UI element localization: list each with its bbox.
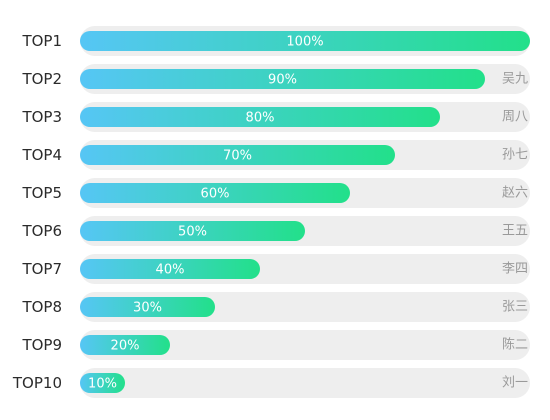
bar-track <box>80 368 530 398</box>
data-bar <box>80 145 395 165</box>
person-name: 周八 <box>502 110 528 125</box>
data-bar <box>80 259 260 279</box>
rank-label: TOP10 <box>12 374 62 392</box>
rank-label: TOP5 <box>21 184 62 202</box>
person-name: 陈二 <box>502 337 528 353</box>
rank-label: TOP1 <box>21 32 62 50</box>
data-bar <box>80 183 350 203</box>
data-bar <box>80 221 305 241</box>
value-label: 10% <box>88 377 117 392</box>
person-name: 刘一 <box>502 376 528 391</box>
data-bar <box>80 335 170 355</box>
value-label: 70% <box>223 149 252 164</box>
data-bar <box>80 373 125 393</box>
rank-label: TOP9 <box>21 336 62 354</box>
bars <box>80 31 530 393</box>
rank-label: TOP3 <box>21 108 62 126</box>
person-name: 张三 <box>502 300 528 315</box>
data-bar <box>80 107 440 127</box>
rank-label: TOP8 <box>21 298 62 316</box>
value-label: 90% <box>268 73 297 88</box>
value-labels: 100% 90% 80% 70% 60% 50% 40% 30% 20% 10% <box>88 35 324 392</box>
rank-label: TOP7 <box>21 260 62 278</box>
rank-label: TOP6 <box>21 222 62 240</box>
value-label: 60% <box>201 187 230 202</box>
data-bar <box>80 297 215 317</box>
value-label: 20% <box>111 339 140 354</box>
value-label: 50% <box>178 225 207 240</box>
person-name: 吴九 <box>502 72 528 87</box>
value-label: 80% <box>246 111 275 126</box>
rank-label: TOP2 <box>21 70 62 88</box>
person-name: 赵六 <box>502 186 528 201</box>
person-name: 王五 <box>502 224 528 239</box>
value-label: 40% <box>156 263 185 278</box>
data-bar <box>80 31 530 51</box>
value-label: 30% <box>133 301 162 316</box>
data-bar <box>80 69 485 89</box>
rank-labels: TOP1 TOP2 TOP3 TOP4 TOP5 TOP6 TOP7 TOP8 TOP9 TOP1… <box>12 32 62 392</box>
person-name: 孙七 <box>502 148 528 163</box>
bar-track <box>80 330 530 360</box>
rank-label: TOP4 <box>21 146 62 164</box>
person-name: 李四 <box>502 262 528 277</box>
value-label: 100% <box>286 35 323 50</box>
